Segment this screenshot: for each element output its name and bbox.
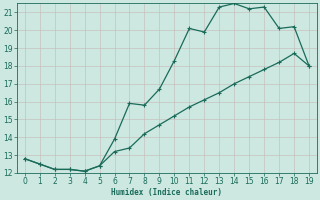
X-axis label: Humidex (Indice chaleur): Humidex (Indice chaleur) (111, 188, 222, 197)
